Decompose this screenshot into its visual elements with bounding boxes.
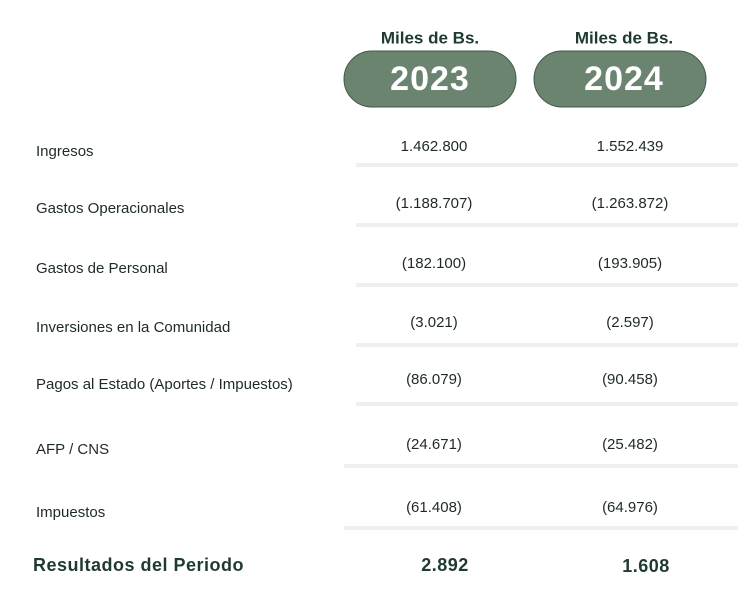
total-2024: 1.608: [622, 556, 670, 576]
value-2023: (3.021): [410, 314, 458, 331]
year-pill: [533, 50, 707, 108]
column-year: 2023: [390, 60, 470, 98]
value-2024: (90.458): [602, 371, 658, 388]
row-separator: [356, 163, 738, 167]
row-label: Inversiones en la Comunidad: [36, 319, 230, 336]
value-2024: (1.263.872): [592, 195, 669, 212]
row-separator: [356, 402, 738, 406]
row-label: Impuestos: [36, 504, 105, 521]
value-2024: 1.552.439: [597, 138, 664, 155]
row-separator: [344, 464, 738, 468]
value-2023: (86.079): [406, 371, 462, 388]
year-pill: [343, 50, 517, 108]
row-label: Pagos al Estado (Aportes / Impuestos): [36, 376, 293, 393]
row-separator: [356, 343, 738, 347]
total-2023: 2.892: [421, 555, 469, 575]
row-label: Gastos Operacionales: [36, 200, 184, 217]
row-separator: [356, 223, 738, 227]
value-2024: (25.482): [602, 436, 658, 453]
row-label: AFP / CNS: [36, 441, 109, 458]
row-separator: [356, 283, 738, 287]
value-2024: (193.905): [598, 255, 662, 272]
value-2023: (1.188.707): [396, 195, 473, 212]
row-label: Gastos de Personal: [36, 260, 168, 277]
value-2024: (64.976): [602, 499, 658, 516]
column-unit: Miles de Bs.: [575, 28, 673, 47]
value-2024: (2.597): [606, 314, 654, 331]
row-separator: [344, 526, 738, 530]
value-2023: 1.462.800: [401, 138, 468, 155]
value-2023: (182.100): [402, 255, 466, 272]
total-label: Resultados del Periodo: [33, 555, 244, 575]
value-2023: (24.671): [406, 436, 462, 453]
column-unit: Miles de Bs.: [381, 28, 479, 47]
value-2023: (61.408): [406, 499, 462, 516]
column-year: 2024: [584, 60, 664, 98]
row-label: Ingresos: [36, 143, 94, 160]
